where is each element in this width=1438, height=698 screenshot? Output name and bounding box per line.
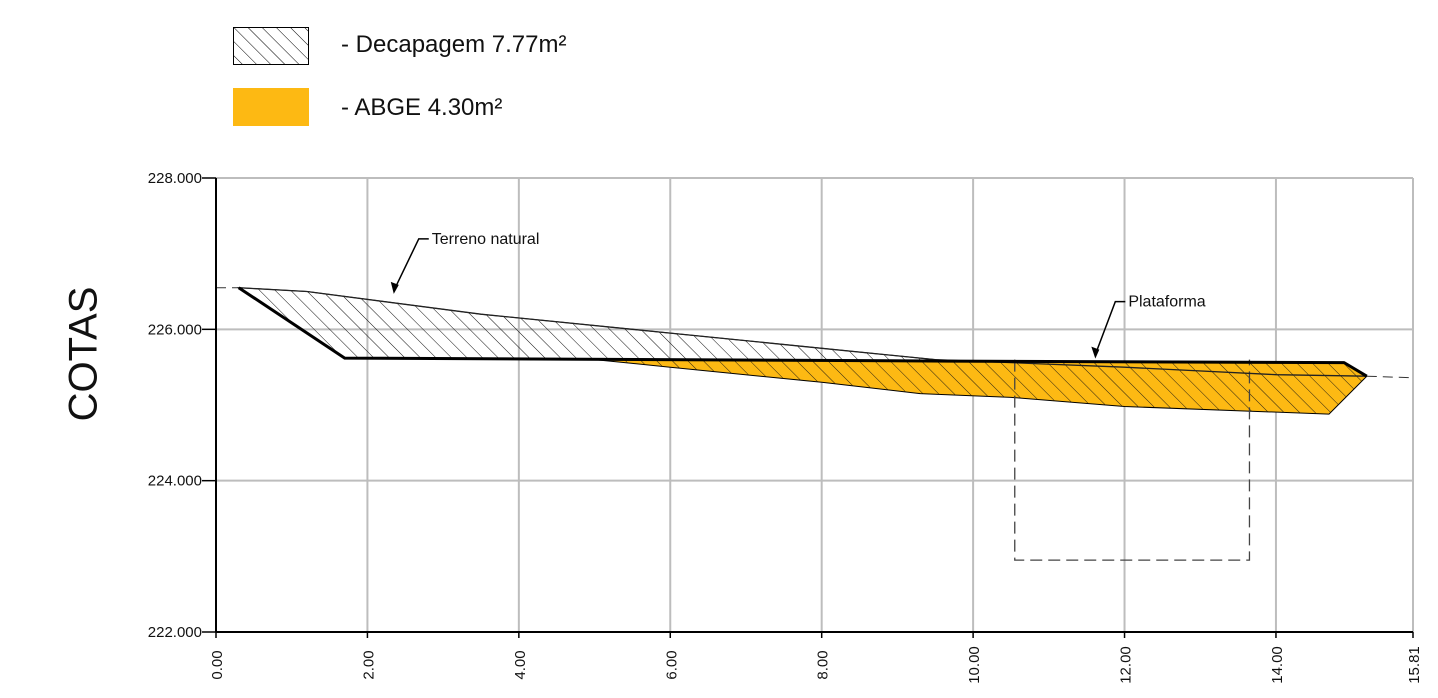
legend-label-abge: - ABGE 4.30m² — [341, 94, 503, 121]
area-abge-hatch — [594, 359, 1367, 415]
annotation-leader-plataforma — [1094, 300, 1126, 355]
x-tick-label: 14.00 — [1269, 646, 1286, 684]
series-terreno-natural — [238, 287, 1367, 377]
annotation-terreno-natural: Terreno natural — [432, 231, 540, 248]
y-tick-label: 226.000 — [148, 321, 202, 338]
x-tick-label: 6.00 — [663, 650, 680, 679]
hatch-swatch — [233, 27, 309, 65]
arrowhead-icon — [390, 281, 399, 294]
arrowhead-icon — [1091, 346, 1100, 359]
x-tick-label: 15.81 — [1406, 646, 1423, 684]
annotation-plataforma: Plataforma — [1128, 294, 1205, 311]
x-tick-label: 10.00 — [966, 646, 983, 684]
y-tick-label: 224.000 — [148, 473, 202, 490]
legend-swatch-decapagem — [233, 27, 309, 65]
legend-label-decapagem: - Decapagem 7.77m² — [341, 31, 567, 58]
annotation-leader-terreno — [393, 238, 429, 292]
x-tick-label: 0.00 — [209, 650, 226, 679]
x-tick-label: 12.00 — [1118, 646, 1135, 684]
y-tick-label: 228.000 — [148, 170, 202, 187]
y-tick-label: 222.000 — [148, 624, 202, 641]
legend-swatch-abge — [233, 88, 309, 126]
dashed-box — [1014, 359, 1251, 561]
x-tick-label: 4.00 — [512, 650, 529, 679]
series-plataforma — [237, 286, 1368, 378]
x-tick-label: 8.00 — [815, 650, 832, 679]
terrain-extension-right — [1366, 375, 1414, 379]
x-tick-label: 2.00 — [360, 650, 377, 679]
